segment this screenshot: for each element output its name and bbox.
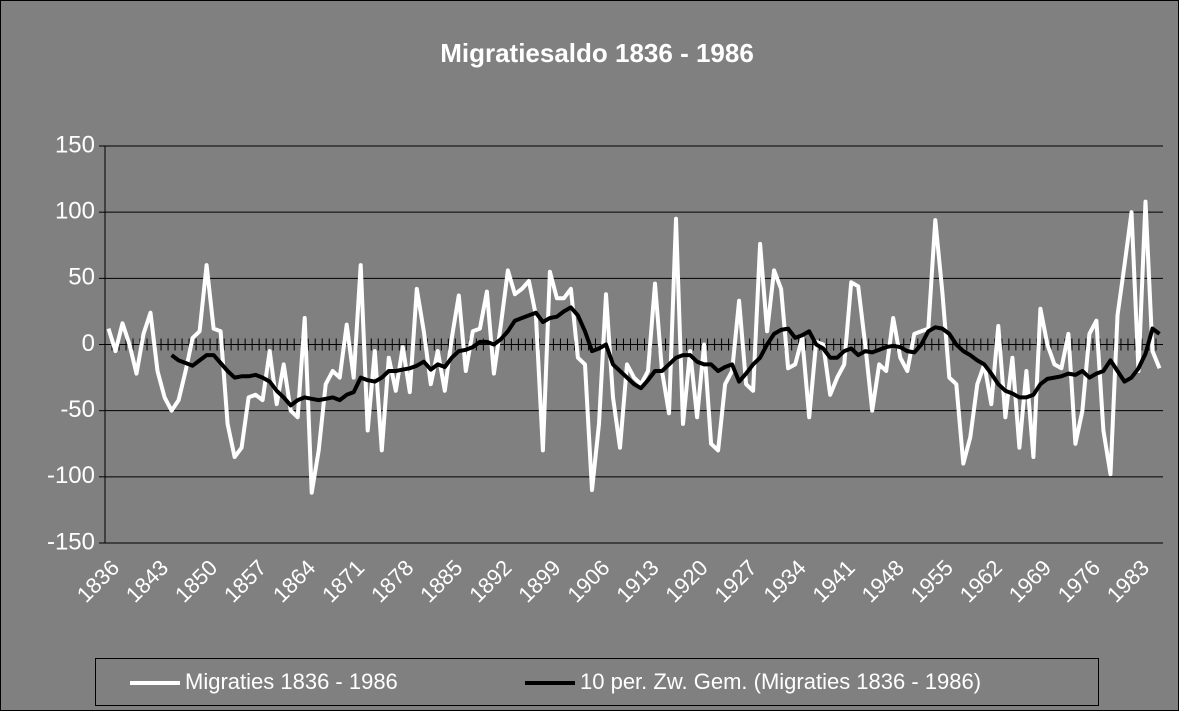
y-tick-label: -100 [47, 462, 95, 489]
legend [95, 658, 1099, 706]
y-tick-label: 150 [55, 131, 95, 158]
chart-title: Migratiesaldo 1836 - 1986 [440, 38, 754, 68]
y-tick-label: -50 [60, 396, 95, 423]
y-tick-label: -150 [47, 528, 95, 555]
legend-label: Migraties 1836 - 1986 [185, 669, 398, 694]
y-tick-label: 50 [68, 264, 95, 291]
legend-label: 10 per. Zw. Gem. (Migraties 1836 - 1986) [580, 669, 981, 694]
y-tick-label: 0 [82, 330, 95, 357]
y-tick-label: 100 [55, 198, 95, 225]
series-line [170, 305, 1161, 408]
